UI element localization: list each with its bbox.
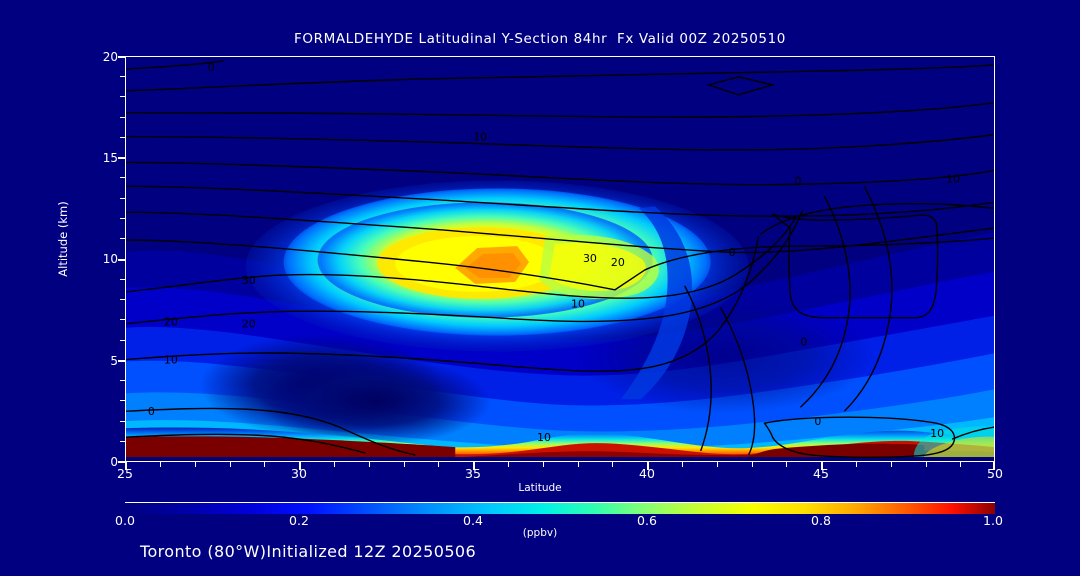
y-tick-5: 5: [110, 354, 118, 368]
y-minor-tick: [120, 96, 126, 97]
colorbar-tick-0: 0.0: [115, 513, 135, 528]
isotach-contour-overlay: 0 30 20 20 10 0 10 10 30 20 0 0 10 10 0 …: [126, 60, 994, 458]
contour-label-0-rightmid: 0: [800, 336, 807, 349]
x-minor-tick: [752, 462, 753, 467]
y-minor-tick: [120, 441, 126, 442]
contour-label-20-mid: 20: [611, 256, 625, 269]
hcho-filled-contour-field: [126, 57, 994, 461]
x-tick-30: 30: [291, 466, 307, 481]
x-minor-tick: [682, 462, 683, 467]
x-minor-tick: [578, 462, 579, 467]
y-minor-tick: [120, 117, 126, 118]
contour-label-10-left: 10: [164, 353, 178, 366]
plot-area: 0 30 20 20 10 0 10 10 30 20 0 0 10 10 0 …: [125, 56, 995, 462]
colorbar-tick-1: 0.2: [289, 513, 309, 528]
y-tick-20: 20: [102, 50, 118, 64]
x-minor-tick: [369, 462, 370, 467]
y-minor-tick: [120, 76, 126, 77]
y-minor-tick: [120, 238, 126, 239]
contour-label-10-right: 10: [946, 172, 960, 185]
contour-label-20-left2: 20: [164, 316, 178, 329]
y-minor-tick: [120, 421, 126, 422]
x-minor-tick: [264, 462, 265, 467]
x-tick-mark-50: [993, 462, 995, 470]
y-tick-mark-0: [118, 461, 126, 463]
colorbar: [125, 502, 995, 514]
y-minor-tick: [120, 340, 126, 341]
x-minor-tick: [195, 462, 196, 467]
x-tick-45: 45: [813, 466, 829, 481]
x-axis-label: Latitude: [518, 482, 562, 494]
x-tick-35: 35: [465, 466, 481, 481]
x-minor-tick: [230, 462, 231, 467]
y-minor-tick: [120, 380, 126, 381]
contour-label-0-upperright: 0: [794, 174, 801, 187]
y-minor-tick: [120, 319, 126, 320]
x-tick-mark-30: [299, 462, 301, 470]
y-axis-label: Altitude (km): [56, 201, 70, 277]
x-tick-40: 40: [639, 466, 655, 481]
y-minor-tick: [120, 177, 126, 178]
x-minor-tick: [960, 462, 961, 467]
contour-label-30-left: 30: [242, 274, 256, 287]
x-minor-tick: [891, 462, 892, 467]
x-minor-tick: [786, 462, 787, 467]
contour-label-0-top: 0: [208, 61, 215, 74]
y-minor-tick: [120, 218, 126, 219]
y-tick-mark-15: [118, 157, 126, 159]
y-tick-mark-20: [118, 56, 126, 58]
contour-label-10-mid: 10: [571, 298, 585, 311]
colorbar-tick-3: 0.6: [637, 513, 657, 528]
x-minor-tick: [334, 462, 335, 467]
contour-label-0-left: 0: [148, 405, 155, 418]
contour-label-10-surface: 10: [537, 431, 551, 444]
x-tick-mark-40: [647, 462, 649, 470]
contour-label-10-top: 10: [473, 131, 487, 144]
x-tick-mark-45: [821, 462, 823, 470]
y-minor-tick: [120, 198, 126, 199]
x-minor-tick: [612, 462, 613, 467]
x-minor-tick: [543, 462, 544, 467]
x-minor-tick: [717, 462, 718, 467]
colorbar-tick-2: 0.4: [463, 513, 483, 528]
y-tick-mark-10: [118, 259, 126, 261]
y-tick-10: 10: [102, 252, 118, 266]
colorbar-units-label: (ppbv): [522, 527, 558, 539]
colorbar-gradient: [125, 503, 995, 514]
x-minor-tick: [926, 462, 927, 467]
contour-label-20-left: 20: [242, 318, 256, 331]
y-tick-15: 15: [102, 151, 118, 165]
x-tick-25: 25: [117, 466, 133, 481]
y-minor-tick: [120, 299, 126, 300]
x-minor-tick: [508, 462, 509, 467]
x-tick-mark-35: [473, 462, 475, 470]
contour-label-0-lowmid: 0: [814, 415, 821, 428]
footer-caption: Toronto (80°W)Initialized 12Z 20250506: [140, 542, 477, 561]
colorbar-tick-4: 0.8: [811, 513, 831, 528]
x-minor-tick: [438, 462, 439, 467]
chart-title: FORMALDEHYDE Latitudinal Y-Section 84hr …: [294, 31, 786, 47]
y-tick-0: 0: [110, 455, 118, 469]
contour-label-0-right: 0: [729, 246, 736, 259]
x-minor-tick: [160, 462, 161, 467]
contour-label-10-lowright: 10: [930, 427, 944, 440]
x-minor-tick: [856, 462, 857, 467]
y-tick-mark-5: [118, 360, 126, 362]
y-minor-tick: [120, 400, 126, 401]
y-minor-tick: [120, 279, 126, 280]
y-minor-tick: [120, 137, 126, 138]
colorbar-tick-5: 1.0: [983, 513, 1003, 528]
x-minor-tick: [404, 462, 405, 467]
contour-label-30-mid: 30: [583, 252, 597, 265]
x-tick-mark-25: [125, 462, 127, 470]
x-tick-50: 50: [987, 466, 1003, 481]
